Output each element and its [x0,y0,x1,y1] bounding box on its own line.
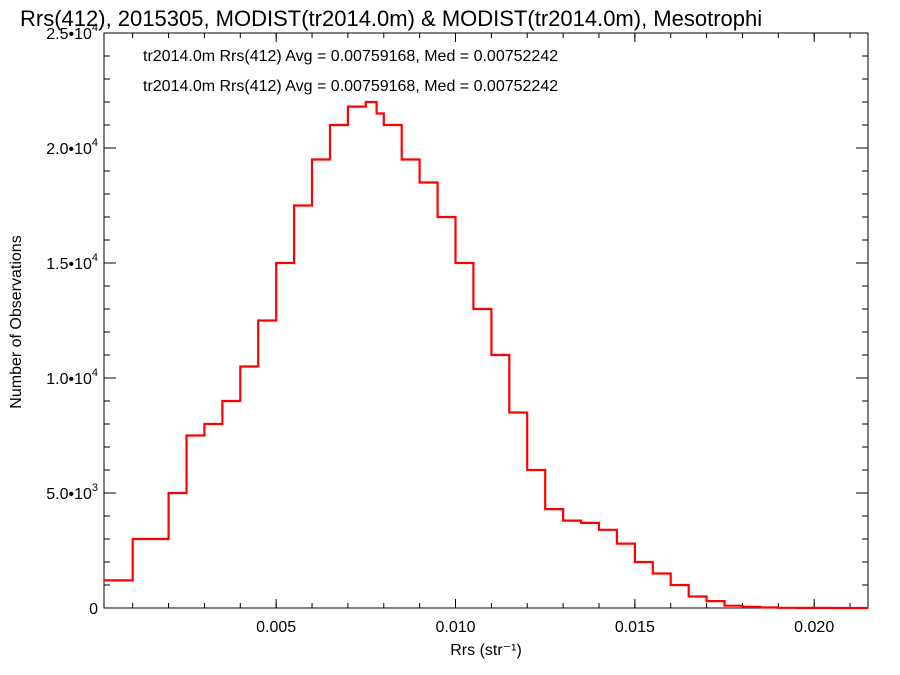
data-point [867,607,869,609]
y-axis-ticks: 0 5.0•103 1.0•104 1.5•104 2.0•104 2.5•104 [46,22,868,618]
series-layer [103,100,869,610]
data-point [103,579,105,582]
data-point [580,522,582,524]
data-point [759,606,762,609]
data-point [562,519,564,522]
data-point [544,508,546,510]
data-point [257,319,260,322]
data-point [831,607,833,609]
y-axis-label: Number of Observations [8,235,25,408]
series-line [104,100,868,610]
y-tick-label: 1.5•104 [46,252,98,273]
data-point [329,124,331,126]
data-point [616,542,618,545]
data-point [418,181,421,184]
y-tick-label: 2.0•104 [46,137,98,158]
chart-title: Rrs(412), 2015305, MODIST(tr2014.0m) & M… [20,6,762,31]
data-point [849,607,851,609]
data-point [275,262,278,264]
data-point [669,584,672,586]
data-point [239,365,242,368]
data-point [293,204,295,207]
data-point [598,529,600,531]
data-point [203,423,206,425]
x-axis-label: Rrs (str⁻¹) [450,642,522,659]
x-tick-label: 0.010 [435,619,475,636]
data-point [723,604,726,607]
data-point [526,469,528,471]
data-point [490,354,493,356]
data-point [375,112,378,115]
data-point [705,600,708,602]
y-tick-label: 0 [89,601,98,618]
data-point [131,538,134,540]
legend-entry: tr2014.0m Rrs(412) Avg = 0.00759168, Med… [143,48,558,65]
data-point [365,101,367,103]
data-point [687,595,690,598]
x-tick-label: 0.005 [256,619,296,636]
data-point [454,262,457,264]
data-point [777,607,780,609]
data-point [436,216,439,218]
data-point [311,158,313,161]
plot-axes [103,32,869,609]
data-point [634,561,636,563]
legend-entry: tr2014.0m Rrs(412) Avg = 0.00759168, Med… [143,78,558,95]
data-point [221,400,224,402]
data-point [383,124,385,126]
y-tick-label: 2.5•104 [46,22,98,43]
data-point [167,492,170,494]
data-point [347,105,349,108]
y-tick-label: 5.0•103 [46,482,98,503]
data-point [472,308,475,310]
legend: tr2014.0m Rrs(412) Avg = 0.00759168, Med… [143,48,558,95]
data-point [652,572,654,575]
y-tick-label: 1.0•104 [46,367,98,388]
x-tick-label: 0.015 [615,619,655,636]
data-point [185,434,188,437]
data-point [508,411,511,414]
data-point [795,607,798,609]
data-point [813,607,815,609]
data-point [741,606,744,608]
data-point [400,158,403,161]
x-tick-label: 0.020 [794,619,834,636]
x-axis-ticks: 0.005 0.010 0.015 0.020 [132,33,851,636]
plot-frame [103,32,869,609]
